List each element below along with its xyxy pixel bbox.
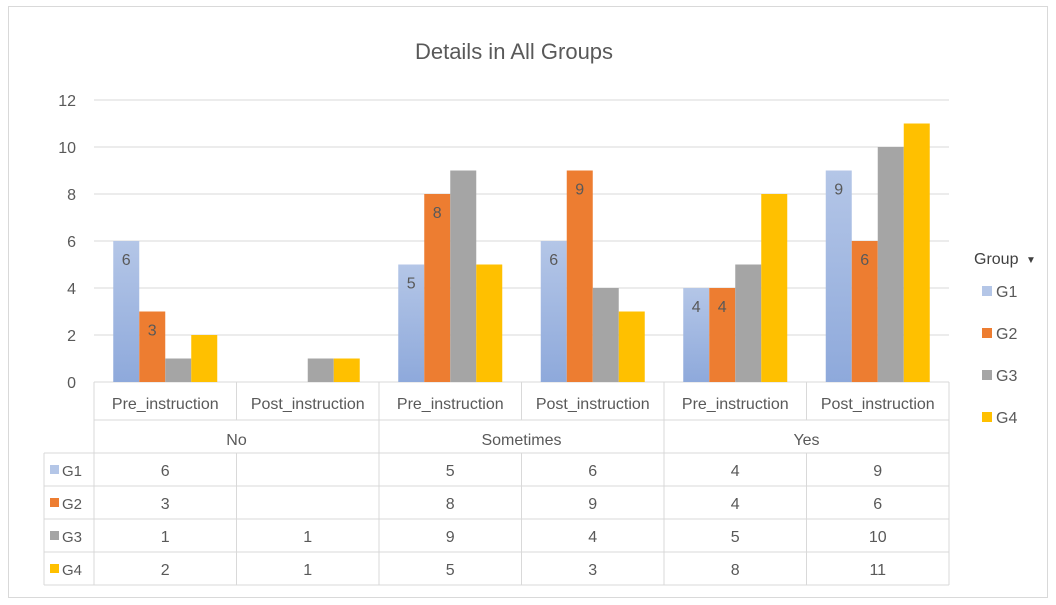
y-tick-label: 2 xyxy=(67,328,76,345)
bar-g2[interactable] xyxy=(424,194,451,382)
table-series-swatch xyxy=(50,498,59,507)
y-tick-label: 12 xyxy=(58,93,76,110)
bar-g3[interactable] xyxy=(450,170,477,383)
table-cell: 3 xyxy=(588,562,597,579)
bar-g3[interactable] xyxy=(165,358,192,383)
bar-g4[interactable] xyxy=(333,358,360,383)
bar-g3[interactable] xyxy=(592,288,619,382)
bar-g3[interactable] xyxy=(877,147,904,382)
data-label: 4 xyxy=(692,299,701,316)
table-cell: 1 xyxy=(303,562,312,579)
bar-g4[interactable] xyxy=(191,335,218,382)
y-tick-label: 8 xyxy=(67,187,76,204)
table-cell: 6 xyxy=(873,496,882,513)
bar-g1[interactable] xyxy=(540,241,567,382)
data-label: 9 xyxy=(834,182,843,199)
table-cell: 9 xyxy=(588,496,597,513)
table-series-label: G2 xyxy=(62,496,82,513)
legend-filter-icon: ▼ xyxy=(1026,255,1036,266)
table-cell: 9 xyxy=(873,463,882,480)
category-label: Post_instruction xyxy=(536,396,650,413)
legend[interactable]: Group ▼ G1 G2 G3 G4 xyxy=(974,251,1036,427)
legend-swatch xyxy=(982,286,992,296)
category-label: Post_instruction xyxy=(251,396,365,413)
bar-g3[interactable] xyxy=(307,358,334,383)
chart-title: Details in All Groups xyxy=(415,39,613,64)
table-series-swatch xyxy=(50,564,59,573)
bar-g2[interactable] xyxy=(566,170,593,383)
category-label: Post_instruction xyxy=(821,396,935,413)
bar-g2[interactable] xyxy=(709,288,736,382)
y-tick-label: 6 xyxy=(67,234,76,251)
legend-title: Group xyxy=(974,251,1019,268)
table-cell: 6 xyxy=(161,463,170,480)
legend-swatch xyxy=(982,370,992,380)
data-label: 3 xyxy=(148,323,157,340)
data-label: 5 xyxy=(407,276,416,293)
category-label: Pre_instruction xyxy=(397,396,504,413)
y-tick-label: 4 xyxy=(67,281,76,298)
data-label: 9 xyxy=(575,182,584,199)
bar-g1[interactable] xyxy=(113,241,140,382)
table-cell: 1 xyxy=(303,529,312,546)
category-label: Pre_instruction xyxy=(112,396,219,413)
bar-g4[interactable] xyxy=(761,194,788,382)
group-label: Sometimes xyxy=(481,432,561,449)
table-series-label: G3 xyxy=(62,529,82,546)
bar-g2[interactable] xyxy=(139,311,166,383)
table-cell: 6 xyxy=(588,463,597,480)
bar-g1[interactable] xyxy=(683,288,710,382)
group-label: No xyxy=(226,432,247,449)
y-tick-label: 0 xyxy=(67,375,76,392)
table-cell: 4 xyxy=(588,529,597,546)
data-label: 6 xyxy=(549,252,558,269)
table-series-label: G4 xyxy=(62,562,82,579)
table-cell: 2 xyxy=(161,562,170,579)
data-label: 6 xyxy=(122,252,131,269)
bar-g1[interactable] xyxy=(398,264,425,383)
table-cell: 1 xyxy=(161,529,170,546)
bar-g4[interactable] xyxy=(618,311,645,383)
legend-item-g2: G2 xyxy=(996,326,1017,343)
y-tick-label: 10 xyxy=(58,140,76,157)
bar-g4[interactable] xyxy=(476,264,503,383)
category-label: Pre_instruction xyxy=(682,396,789,413)
bar-g4[interactable] xyxy=(903,123,930,383)
table-cell: 9 xyxy=(446,529,455,546)
table-cell: 11 xyxy=(869,562,886,579)
table-series-label: G1 xyxy=(62,463,82,480)
table-cell: 10 xyxy=(869,529,887,546)
table-cell: 8 xyxy=(446,496,455,513)
bar-g3[interactable] xyxy=(735,264,762,383)
bar-g1[interactable] xyxy=(825,170,852,383)
table-cell: 5 xyxy=(446,562,455,579)
legend-item-g3: G3 xyxy=(996,368,1017,385)
table-cell: 5 xyxy=(446,463,455,480)
bar-g2[interactable] xyxy=(851,241,878,382)
data-label: 6 xyxy=(860,252,869,269)
table-cell: 3 xyxy=(161,496,170,513)
data-label: 8 xyxy=(433,205,442,222)
legend-item-g1: G1 xyxy=(996,284,1017,301)
table-cell: 8 xyxy=(731,562,740,579)
table-series-swatch xyxy=(50,531,59,540)
data-label: 4 xyxy=(718,299,727,316)
table-cell: 4 xyxy=(731,463,740,480)
table-cell: 4 xyxy=(731,496,740,513)
table-series-swatch xyxy=(50,465,59,474)
group-label: Yes xyxy=(793,432,819,449)
table-cell: 5 xyxy=(731,529,740,546)
legend-swatch xyxy=(982,412,992,422)
legend-item-g4: G4 xyxy=(996,410,1017,427)
legend-swatch xyxy=(982,328,992,338)
